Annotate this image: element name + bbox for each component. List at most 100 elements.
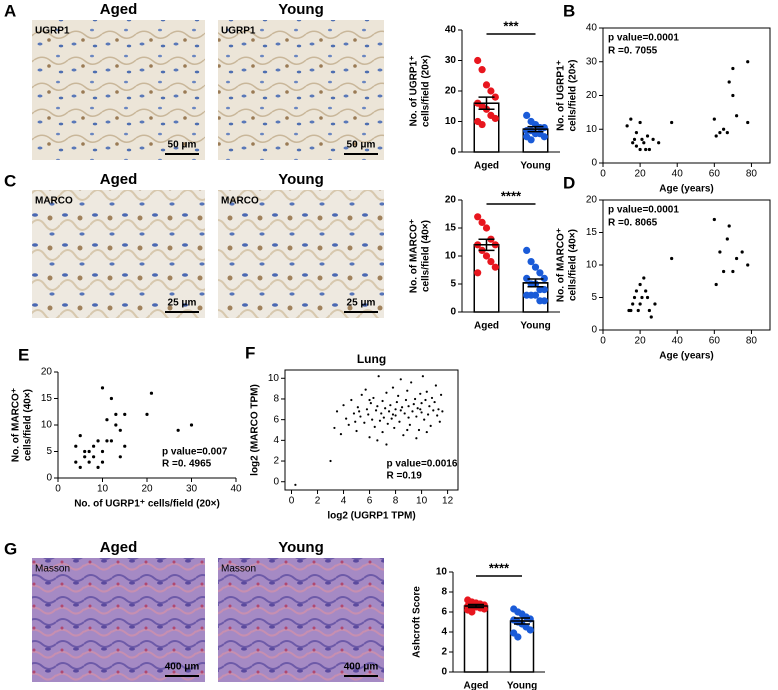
y-tick-label: 0 [591,158,597,169]
data-point [478,120,486,129]
x-tick-label: 4 [341,496,347,507]
data-point [387,410,391,413]
y-tick-label: 0 [46,473,52,484]
data-point [478,66,486,74]
x-tick-label: 8 [393,496,399,507]
y-tick-label: 2 [273,456,279,467]
significance: **** [489,560,510,575]
data-point [355,429,358,433]
data-point [376,405,379,408]
data-point [438,420,441,423]
x-tick-label: 20 [635,336,647,347]
annotation: p value=0.0016 [387,459,458,470]
y-axis-label: Ashcroft Score [412,586,423,658]
y-tick-label: 20 [41,367,53,378]
data-point [746,60,750,64]
data-point [420,402,423,405]
data-point [645,134,650,138]
data-point [638,120,642,125]
y-axis-label: log2 (MARCO TPM) [250,384,261,476]
panel-letter: G [4,539,17,558]
data-point [491,263,499,271]
data-point [109,439,113,443]
data-point [714,134,718,138]
data-point [432,409,435,412]
data-point [727,80,731,84]
annotation: R =0. 7055 [608,46,658,57]
data-point [114,412,118,416]
y-axis-label: cells/field (20×) [421,55,432,127]
data-point [642,141,646,145]
y-tick-label: 15 [586,227,598,238]
data-point [536,269,544,277]
image-title: Aged [100,1,138,18]
data-point [114,423,118,427]
y-tick-label: 4 [273,435,279,446]
data-point [368,436,371,439]
data-point [631,302,635,306]
x-tick-label: 60 [709,336,721,347]
data-point [645,295,650,300]
data-point [415,437,418,440]
y-tick-label: 5 [450,279,456,290]
data-point [419,408,422,411]
y-tick-label: 6 [273,414,279,425]
data-point [359,415,362,418]
data-point [727,224,731,228]
stain-label: Masson [35,564,70,575]
data-point [369,402,372,405]
x-tick-label: Young [507,681,537,690]
panel-letter: C [4,171,16,190]
y-tick-label: 20 [586,195,598,206]
data-point [407,405,410,408]
y-tick-label: 20 [445,195,457,206]
x-tick-label: Aged [474,161,499,172]
data-point [406,389,409,392]
significance: **** [501,188,522,203]
data-point [731,269,735,274]
data-point [636,308,640,313]
image-title: Young [278,1,324,18]
data-point [404,398,408,402]
x-tick-label: 20 [141,484,153,495]
data-point [487,258,495,266]
data-point [382,416,385,419]
y-tick-label: 5 [46,446,52,457]
y-tick-label: 10 [436,567,448,578]
data-point [412,403,415,406]
x-axis-label: Age (years) [659,184,713,195]
micrograph [32,20,205,160]
data-point [482,81,491,89]
data-point [527,136,535,144]
data-point [87,449,91,454]
data-point [657,141,661,145]
micrograph [218,558,384,682]
annotation: p value=0.0001 [608,33,679,44]
x-tick-label: 40 [672,169,684,180]
data-point [408,423,411,426]
data-point [523,111,531,119]
data-point [425,390,428,393]
data-point [413,397,417,401]
data-point [356,406,359,409]
data-point [434,384,437,387]
data-point [430,396,434,400]
data-point [74,444,78,448]
y-tick-label: 0 [591,325,597,336]
scale-label: 50 μm [168,140,197,151]
chart-title: Lung [357,352,386,366]
data-point [746,263,750,267]
data-point [123,412,127,416]
x-tick-label: 60 [709,169,721,180]
image-title: Aged [100,539,138,556]
data-point [651,137,655,141]
annotation: p value=0.007 [162,447,228,458]
micrograph [32,190,205,318]
data-point [407,416,410,419]
data-point [731,66,735,71]
data-point [92,455,96,459]
data-point [176,428,180,432]
data-point [385,443,388,446]
data-point [368,398,371,402]
